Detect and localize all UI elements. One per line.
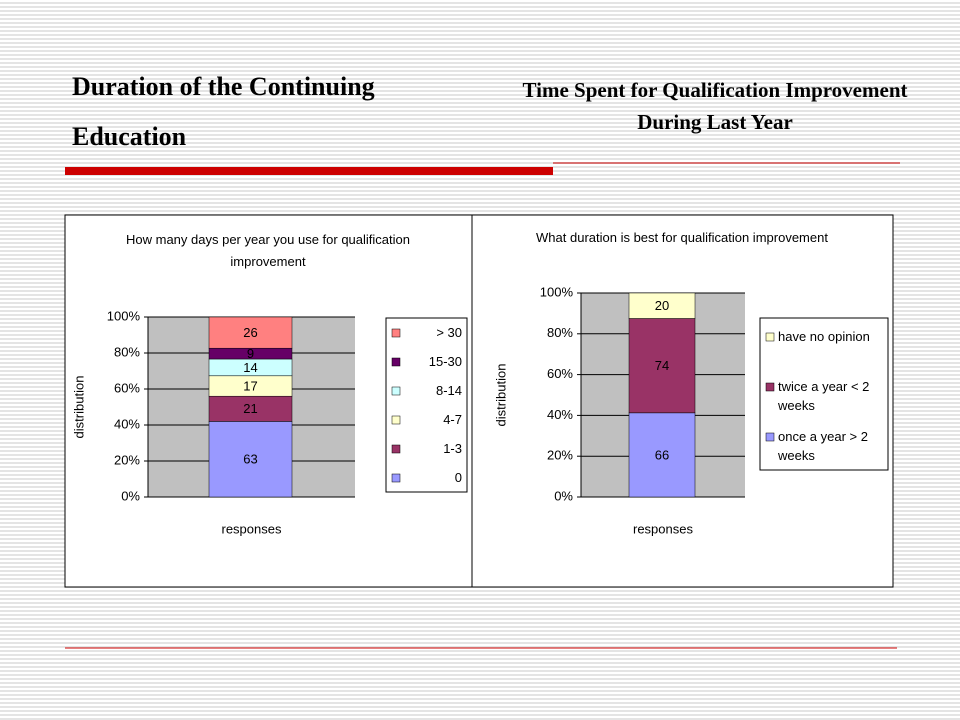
legend-swatch xyxy=(391,473,401,483)
data-label: 20 xyxy=(655,298,669,313)
bar-segment xyxy=(208,316,293,349)
bar-segment xyxy=(628,412,696,498)
y-axis-label: distribution xyxy=(71,376,86,439)
title-rule xyxy=(65,167,553,175)
y-tick-label: 0% xyxy=(121,488,140,503)
legend-swatch xyxy=(765,332,775,342)
data-label: 17 xyxy=(243,378,257,393)
legend-label: 0 xyxy=(454,470,462,485)
data-label: 26 xyxy=(243,325,257,340)
y-tick-label: 60% xyxy=(547,366,573,381)
chart-title: What duration is best for qualification … xyxy=(536,230,828,245)
legend-swatch xyxy=(391,444,401,454)
legend-box xyxy=(759,317,889,471)
bar-segment xyxy=(628,318,696,414)
legend-label: once a year > 2 weeks xyxy=(778,429,868,463)
legend-label: 15-30 xyxy=(428,354,462,369)
legend-label: 4-7 xyxy=(443,412,462,427)
legend-swatch xyxy=(391,415,401,425)
legend-swatch xyxy=(391,328,401,338)
x-axis-label: responses xyxy=(222,521,282,536)
data-label: 14 xyxy=(243,360,257,375)
y-tick-label: 80% xyxy=(547,325,573,340)
bar-segment xyxy=(208,421,293,498)
slide-title: Duration of the Continuing Education xyxy=(72,72,375,151)
y-tick-label: 100% xyxy=(107,308,141,323)
slide-subtitle: Time Spent for Qualification Improvement… xyxy=(522,78,908,134)
legend-label: 1-3 xyxy=(443,441,462,456)
y-tick-label: 20% xyxy=(547,448,573,463)
legend-swatch xyxy=(391,357,401,367)
y-tick-label: 80% xyxy=(114,344,140,359)
data-label: 74 xyxy=(655,358,669,373)
y-axis-label: distribution xyxy=(493,364,508,427)
data-label: 21 xyxy=(243,401,257,416)
legend-swatch xyxy=(391,386,401,396)
chart-title: How many days per year you use for quali… xyxy=(126,232,410,269)
data-label: 9 xyxy=(247,346,254,361)
legend-swatch xyxy=(765,432,775,442)
y-tick-label: 40% xyxy=(114,416,140,431)
legend-label: > 30 xyxy=(436,325,462,340)
legend-label: 8-14 xyxy=(435,383,462,398)
y-tick-label: 60% xyxy=(114,380,140,395)
y-tick-label: 0% xyxy=(554,488,573,503)
data-label: 63 xyxy=(243,452,257,467)
bar-segment xyxy=(628,292,696,319)
legend-label: have no opinion xyxy=(778,329,870,344)
legend-label: twice a year < 2 weeks xyxy=(778,379,870,413)
legend-box xyxy=(385,317,468,493)
y-tick-label: 100% xyxy=(540,284,574,299)
y-tick-label: 20% xyxy=(114,452,140,467)
bar-segment xyxy=(208,395,293,422)
x-axis-label: responses xyxy=(633,521,693,536)
legend-swatch xyxy=(765,382,775,392)
y-tick-label: 40% xyxy=(547,407,573,422)
data-label: 66 xyxy=(655,447,669,462)
